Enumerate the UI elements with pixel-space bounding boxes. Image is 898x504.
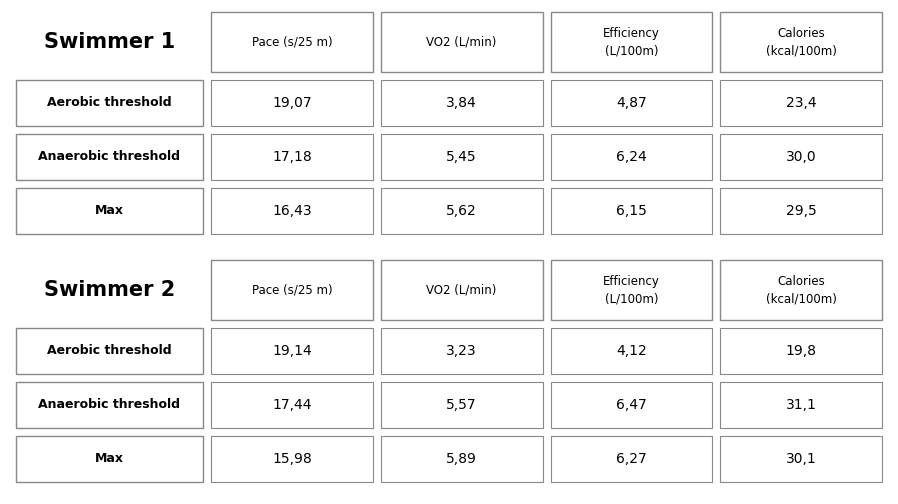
Text: 5,62: 5,62 bbox=[446, 204, 477, 218]
Text: Pace (s/25 m): Pace (s/25 m) bbox=[251, 35, 332, 48]
Text: 30,0: 30,0 bbox=[786, 150, 816, 164]
Bar bbox=[720, 328, 882, 374]
Text: Max: Max bbox=[95, 205, 124, 218]
Bar bbox=[16, 328, 203, 374]
Bar bbox=[550, 12, 712, 72]
Bar bbox=[720, 188, 882, 234]
Bar bbox=[381, 436, 542, 482]
Bar bbox=[211, 436, 373, 482]
Text: 19,07: 19,07 bbox=[272, 96, 312, 110]
Text: 31,1: 31,1 bbox=[786, 398, 816, 412]
Text: 23,4: 23,4 bbox=[786, 96, 816, 110]
Text: 29,5: 29,5 bbox=[786, 204, 816, 218]
Bar bbox=[211, 80, 373, 126]
Bar bbox=[211, 188, 373, 234]
Bar bbox=[16, 80, 203, 126]
Text: Anaerobic threshold: Anaerobic threshold bbox=[39, 399, 180, 411]
Bar bbox=[16, 436, 203, 482]
Text: Calories
(kcal/100m): Calories (kcal/100m) bbox=[766, 275, 837, 305]
Bar bbox=[550, 328, 712, 374]
Text: Max: Max bbox=[95, 453, 124, 466]
Bar bbox=[381, 188, 542, 234]
Text: 3,84: 3,84 bbox=[446, 96, 477, 110]
Bar bbox=[550, 188, 712, 234]
Bar bbox=[211, 382, 373, 428]
Bar bbox=[720, 12, 882, 72]
Bar bbox=[550, 80, 712, 126]
Bar bbox=[381, 328, 542, 374]
Bar bbox=[211, 134, 373, 180]
Text: 5,89: 5,89 bbox=[446, 452, 477, 466]
Text: Aerobic threshold: Aerobic threshold bbox=[48, 96, 172, 109]
Text: Anaerobic threshold: Anaerobic threshold bbox=[39, 151, 180, 163]
Bar bbox=[381, 260, 542, 320]
Bar bbox=[720, 260, 882, 320]
Text: VO2 (L/min): VO2 (L/min) bbox=[427, 283, 497, 296]
Text: Calories
(kcal/100m): Calories (kcal/100m) bbox=[766, 27, 837, 57]
Bar bbox=[720, 134, 882, 180]
Text: VO2 (L/min): VO2 (L/min) bbox=[427, 35, 497, 48]
Bar bbox=[381, 12, 542, 72]
Text: 19,14: 19,14 bbox=[272, 344, 312, 358]
Text: 16,43: 16,43 bbox=[272, 204, 312, 218]
Text: 30,1: 30,1 bbox=[786, 452, 816, 466]
Bar bbox=[550, 134, 712, 180]
Bar bbox=[16, 134, 203, 180]
Bar bbox=[211, 328, 373, 374]
Text: Pace (s/25 m): Pace (s/25 m) bbox=[251, 283, 332, 296]
Bar bbox=[381, 382, 542, 428]
Text: 4,87: 4,87 bbox=[616, 96, 647, 110]
Bar bbox=[211, 12, 373, 72]
Text: Swimmer 1: Swimmer 1 bbox=[44, 32, 175, 52]
Text: 6,27: 6,27 bbox=[616, 452, 647, 466]
Text: 5,57: 5,57 bbox=[446, 398, 477, 412]
Text: Efficiency
(L/100m): Efficiency (L/100m) bbox=[603, 27, 660, 57]
Bar bbox=[720, 80, 882, 126]
Bar bbox=[211, 260, 373, 320]
Bar bbox=[16, 188, 203, 234]
Text: 5,45: 5,45 bbox=[446, 150, 477, 164]
Text: 6,47: 6,47 bbox=[616, 398, 647, 412]
Text: 4,12: 4,12 bbox=[616, 344, 647, 358]
Text: 19,8: 19,8 bbox=[786, 344, 816, 358]
Bar bbox=[381, 80, 542, 126]
Bar bbox=[550, 382, 712, 428]
Bar bbox=[720, 382, 882, 428]
Bar bbox=[381, 134, 542, 180]
Text: Swimmer 2: Swimmer 2 bbox=[44, 280, 175, 300]
Text: 6,15: 6,15 bbox=[616, 204, 647, 218]
Text: Efficiency
(L/100m): Efficiency (L/100m) bbox=[603, 275, 660, 305]
Text: 17,18: 17,18 bbox=[272, 150, 312, 164]
Bar bbox=[550, 436, 712, 482]
Text: 17,44: 17,44 bbox=[272, 398, 312, 412]
Text: 6,24: 6,24 bbox=[616, 150, 647, 164]
Text: Aerobic threshold: Aerobic threshold bbox=[48, 345, 172, 357]
Bar bbox=[550, 260, 712, 320]
Bar bbox=[720, 436, 882, 482]
Text: 15,98: 15,98 bbox=[272, 452, 312, 466]
Bar bbox=[16, 382, 203, 428]
Text: 3,23: 3,23 bbox=[446, 344, 477, 358]
